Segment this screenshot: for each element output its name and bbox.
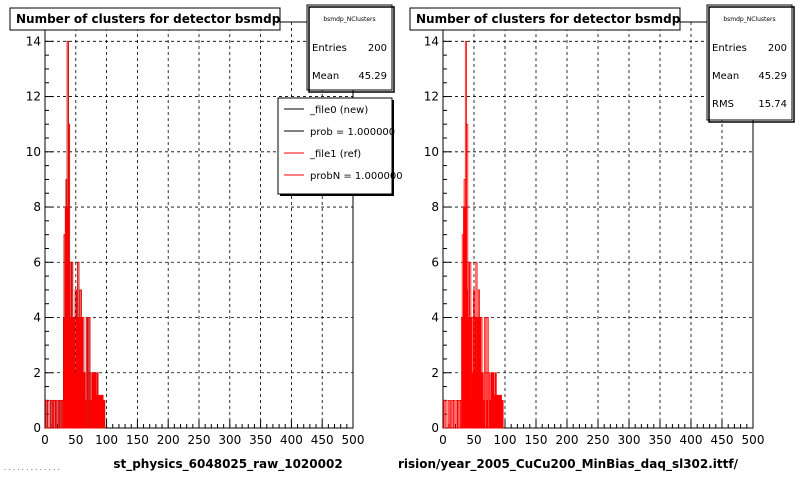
title-box	[9, 7, 281, 31]
x-tick-label: 300	[218, 433, 241, 447]
legend-label: probN = 1.000000	[310, 171, 403, 182]
y-tick-label: 8	[431, 200, 439, 214]
x-tick-label: 100	[95, 433, 118, 447]
stats-box-shadow	[708, 6, 795, 123]
chart-title: Number of clusters for detector bsmdp	[416, 12, 681, 26]
y-tick-label: 12	[26, 90, 41, 104]
stats-value: 45.29	[358, 71, 387, 82]
stats-value: 200	[768, 43, 787, 54]
y-tick-label: 12	[424, 90, 439, 104]
legend-label: prob = 1.000000	[310, 127, 395, 138]
histogram-bar	[46, 399, 49, 429]
stats-label: RMS	[712, 99, 734, 110]
legend-box	[277, 97, 393, 195]
histogram-bar	[55, 399, 58, 429]
histogram-block	[490, 394, 502, 428]
x-axis-title: rision/year_2005_CuCu200_MinBias_daq_sl3…	[398, 457, 739, 472]
histogram-bar	[448, 399, 451, 429]
stats-value: 200	[368, 43, 387, 54]
histogram-bar	[103, 399, 106, 429]
y-tick-label: 14	[26, 34, 41, 48]
x-tick-label: 150	[126, 433, 149, 447]
x-tick-label: 50	[466, 433, 481, 447]
y-tick-label: 10	[26, 145, 41, 159]
x-tick-label: 200	[556, 433, 579, 447]
stats-box	[706, 4, 793, 121]
stats-label: Entries	[312, 43, 347, 54]
stats-box	[306, 4, 393, 91]
y-tick-label: 4	[33, 311, 41, 325]
stats-name: bsmdp_NClusters	[723, 16, 775, 23]
histogram-bar	[50, 399, 53, 429]
y-tick-label: 0	[431, 421, 439, 435]
x-tick-label: 0	[41, 433, 49, 447]
stats-value: 15.74	[758, 99, 787, 110]
x-tick-label: 250	[188, 433, 211, 447]
x-tick-label: 150	[525, 433, 548, 447]
x-tick-label: 300	[618, 433, 641, 447]
y-tick-label: 6	[431, 255, 439, 269]
histogram-bar	[451, 399, 454, 429]
legend-label: _file0 (new)	[309, 105, 368, 116]
x-tick-label: 400	[280, 433, 303, 447]
histogram-bar	[53, 399, 56, 429]
y-tick-label: 10	[424, 145, 439, 159]
x-tick-label: 250	[587, 433, 610, 447]
histogram-bar	[444, 399, 447, 429]
stats-label: Entries	[712, 43, 747, 54]
chart-title: Number of clusters for detector bsmdp	[16, 12, 281, 26]
y-tick-label: 2	[33, 366, 41, 380]
y-tick-label: 14	[424, 34, 439, 48]
x-tick-label: 500	[742, 433, 765, 447]
x-tick-label: 450	[311, 433, 334, 447]
histogram-bar	[453, 399, 456, 429]
stats-box-shadow	[308, 6, 395, 93]
y-tick-label: 6	[33, 255, 41, 269]
panel-2: 0 50 100 150 200 250 300 350 400 450 500 0 2 4 6 8 10 12 1…	[398, 4, 795, 472]
y-tick-label: 8	[33, 200, 41, 214]
histogram-bar	[455, 399, 458, 429]
histogram-bar	[501, 399, 504, 429]
stats-value: 45.29	[758, 71, 787, 82]
title-box	[409, 7, 681, 31]
x-tick-label: 350	[649, 433, 672, 447]
x-tick-label: 450	[711, 433, 734, 447]
x-tick-label: 50	[68, 433, 83, 447]
stats-label: Mean	[312, 71, 339, 82]
x-tick-label: 400	[680, 433, 703, 447]
x-tick-label: 500	[342, 433, 365, 447]
x-tick-label: 100	[494, 433, 517, 447]
panel-1: 0 50 100 150 200 250 300 350 400 450 500 0 2 4 6 8 10 12 1…	[9, 4, 403, 472]
histogram-block	[92, 394, 104, 428]
y-tick-label: 4	[431, 311, 439, 325]
footer-text: · · · · · · · · · · · · ·	[4, 466, 60, 474]
x-tick-label: 0	[439, 433, 447, 447]
legend-label: _file1 (ref)	[309, 149, 361, 160]
stats-name: bsmdp_NClusters	[323, 16, 375, 23]
x-tick-label: 200	[157, 433, 180, 447]
x-axis-title: st_physics_6048025_raw_1020002	[113, 457, 342, 472]
stats-label: Mean	[712, 71, 739, 82]
y-tick-label: 0	[33, 421, 41, 435]
y-tick-label: 2	[431, 366, 439, 380]
x-tick-label: 350	[249, 433, 272, 447]
histogram-bar	[57, 399, 60, 429]
